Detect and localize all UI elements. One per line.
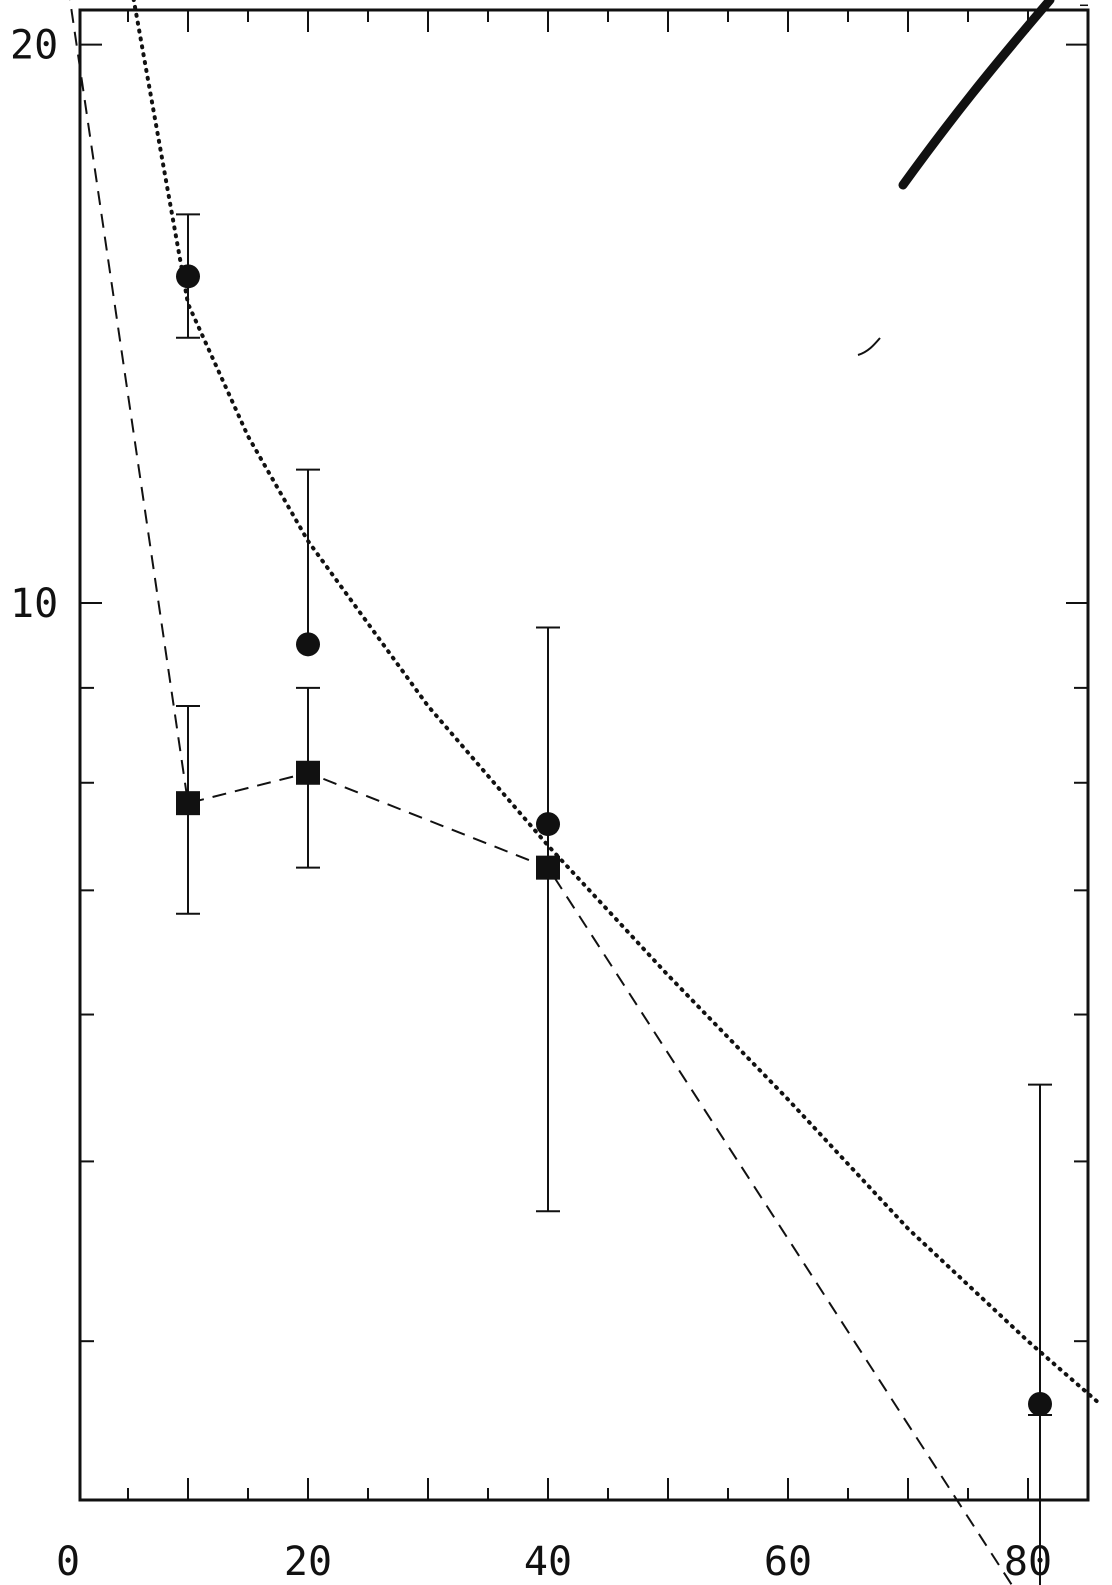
- x-tick-label: 60: [764, 1539, 812, 1585]
- square-point: [176, 791, 200, 816]
- dashed-series-line: [69, 0, 1014, 1585]
- y-tick-label: 10: [10, 581, 58, 627]
- y-tick-label: 20: [10, 23, 58, 69]
- series-lines-group: [69, 0, 1102, 1585]
- circle-point: [176, 264, 200, 289]
- x-tick-label: 20: [284, 1539, 332, 1585]
- x-tick-label: 0: [56, 1539, 80, 1585]
- tick-labels-group: 0204060805040302010: [10, 23, 1052, 1585]
- x-tick-label: 40: [524, 1539, 572, 1585]
- plot-frame: [78, 8, 1090, 1502]
- plot-frame-group: [78, 4, 1090, 1502]
- x-tick-label: 80: [1004, 1539, 1052, 1585]
- error-bars-group: [176, 213, 1052, 1585]
- circle-point: [536, 812, 560, 837]
- pen-stroke-mark: [898, 0, 1055, 190]
- dotted-fit-line: [131, 0, 1102, 1406]
- circle-point: [1028, 1391, 1052, 1416]
- square-point: [296, 760, 320, 785]
- square-point: [536, 855, 560, 880]
- circle-point: [296, 632, 320, 657]
- data-points-group: [176, 264, 1052, 1416]
- stray-mark: [857, 337, 881, 356]
